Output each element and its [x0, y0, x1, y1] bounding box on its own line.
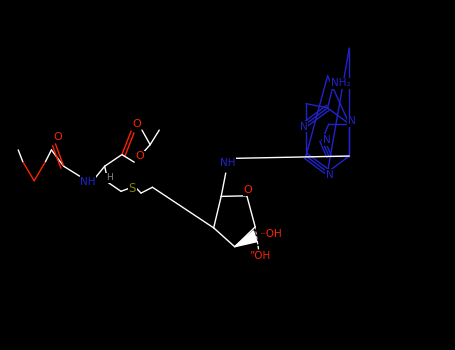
- Text: N: N: [326, 170, 334, 180]
- Text: NH: NH: [220, 158, 236, 168]
- Text: S: S: [129, 182, 136, 195]
- Text: N: N: [300, 122, 308, 132]
- Text: H: H: [106, 173, 112, 182]
- Text: O: O: [54, 132, 63, 142]
- Text: ”OH: ”OH: [249, 251, 270, 261]
- Text: O: O: [135, 151, 144, 161]
- Text: NH₂: NH₂: [330, 78, 350, 89]
- Polygon shape: [235, 231, 257, 247]
- Text: ··OH: ··OH: [260, 229, 283, 239]
- Text: N: N: [323, 135, 330, 145]
- Text: N: N: [348, 116, 355, 126]
- Text: O: O: [244, 185, 253, 195]
- Text: O: O: [132, 119, 141, 129]
- Text: NH: NH: [80, 177, 96, 187]
